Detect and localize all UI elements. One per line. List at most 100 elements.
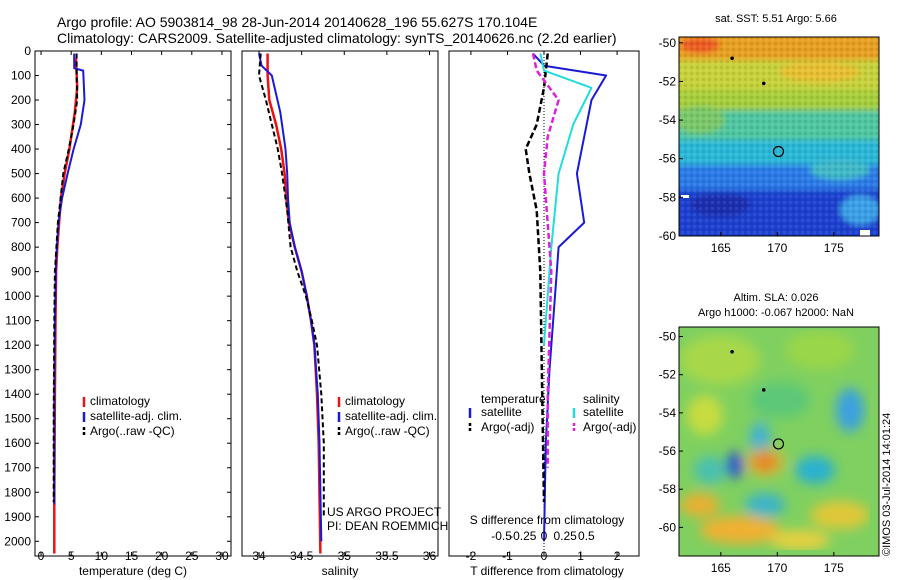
depth-tick-label: 1800 (4, 485, 31, 499)
map-y-tick-label: -60 (659, 520, 677, 534)
map-x-tick-label: 165 (711, 561, 731, 575)
x-tick-label: 25 (185, 549, 199, 563)
x2-tick-label: -0.5 (491, 529, 512, 543)
temperature-axes-box (34, 50, 232, 557)
depth-tick-label: 100 (11, 69, 31, 83)
x-tick-label: 34 (252, 549, 266, 563)
map-y-tick-label: -54 (659, 113, 677, 127)
temperature-xlabel: temperature (deg C) (79, 564, 187, 578)
depth-tick-label: 800 (11, 240, 31, 254)
depth-tick-label: 1000 (4, 289, 31, 303)
watermark: ©IMOS 03-Jul-2014 14:01:24 (881, 413, 893, 556)
x-tick-label: -2 (466, 549, 477, 563)
sla-map-title-1: Altim. SLA: 0.026 (734, 292, 819, 304)
map-y-tick-label: -60 (659, 229, 677, 243)
s-difference-axis: -0.5-0.25 0 0.25 0.5 (491, 529, 595, 543)
map-x-tick-label: 175 (824, 561, 844, 575)
x-tick-label: 10 (95, 549, 109, 563)
map-y-tick-label: -56 (659, 152, 677, 166)
legend-label-t-satellite: satellite (481, 405, 522, 419)
depth-tick-label: 1300 (4, 363, 31, 377)
x-tick-label: 5 (68, 549, 75, 563)
legend-header-temperature: temperature (481, 392, 546, 406)
satellite-line (258, 53, 323, 542)
x-tick-label: 20 (155, 549, 169, 563)
legend-label-climatology: climatology (345, 394, 405, 408)
difference-panel: -2 -1 0 1 2 S difference from climatology -0… (448, 50, 640, 578)
sla-map-frame (678, 326, 880, 557)
legend-label-satellite: satellite-adj. clim. (345, 409, 437, 423)
map-y-tick-label: -50 (659, 36, 677, 50)
difference-legend: temperature salinity satellite Argo(-adj… (468, 392, 636, 434)
s-argo-line (531, 53, 560, 468)
x-tick-label: 34.5 (290, 549, 314, 563)
map-y-tick-label: -58 (659, 482, 677, 496)
header-line2: Climatology: CARS2009. Satellite-adjuste… (57, 30, 617, 46)
map-y-tick-label: -58 (659, 190, 677, 204)
legend-header-salinity: salinity (583, 392, 620, 406)
x-tick-label: 2 (614, 549, 621, 563)
legend-label-climatology: climatology (90, 394, 150, 408)
depth-tick-label: 1400 (4, 387, 31, 401)
x-tick-label: 15 (125, 549, 139, 563)
argo-position-marker (772, 438, 785, 450)
x-tick-label: 36 (423, 549, 437, 563)
depth-tick-label: 400 (11, 142, 31, 156)
x-tick-label: -1 (502, 549, 513, 563)
sst-map-title: sat. SST: 5.51 Argo: 5.66 (715, 13, 837, 25)
sla-map-title-2: Argo h1000: -0.067 h2000: NaN (698, 307, 854, 319)
sst-map-frame (678, 36, 880, 237)
salinity-legend: climatology satellite-adj. clim. Argo(..… (337, 394, 437, 438)
salinity-xlabel: salinity (322, 564, 359, 578)
salinity-lines (258, 53, 325, 554)
depth-tick-label: 700 (11, 216, 31, 230)
track-point (761, 388, 766, 392)
map-x-tick-label: 175 (824, 241, 844, 255)
x-tick-label: 35.5 (375, 549, 399, 563)
sst-field (679, 37, 879, 236)
sst-map-panel: sat. SST: 5.51 Argo: 5.66 (659, 13, 880, 255)
s-difference-label: S difference from climatology (470, 513, 625, 527)
temperature-panel: 0100200300400500600700800900100011001200… (4, 44, 639, 578)
map-y-tick-label: -56 (659, 444, 677, 458)
legend-label-satellite: satellite-adj. clim. (90, 409, 182, 423)
depth-tick-label: 2000 (4, 534, 31, 548)
salinity-panel: 34 34.5 35 35.5 36 salinity climatology sate… (241, 50, 448, 578)
track-point (730, 56, 734, 61)
depth-tick-label: 200 (11, 93, 31, 107)
legend-label-t-argo: Argo(-adj) (481, 420, 534, 434)
sla-map-panel: Altim. SLA: 0.026 Argo h1000: -0.067 h20… (659, 292, 893, 575)
salinity-x-axis: 34 34.5 35 35.5 36 (252, 51, 436, 563)
depth-tick-label: 900 (11, 265, 31, 279)
x2-tick-label: 0 (541, 529, 548, 543)
legend-label-argo: Argo(..raw -QC) (90, 424, 175, 438)
temperature-lines (52, 53, 86, 554)
map-x-tick-label: 170 (767, 561, 787, 575)
map-y-tick-label: -50 (659, 330, 677, 344)
map-y-tick-label: -54 (659, 406, 677, 420)
s-satellite-line (539, 53, 593, 346)
depth-tick-label: 300 (11, 118, 31, 132)
x2-tick-label: -0.25 (509, 529, 537, 543)
depth-tick-label: 1500 (4, 412, 31, 426)
legend-label-argo: Argo(..raw -QC) (345, 424, 430, 438)
map-y-tick-label: -52 (659, 74, 677, 88)
depth-tick-label: 500 (11, 167, 31, 181)
depth-tick-label: 600 (11, 191, 31, 205)
depth-tick-label: 1600 (4, 436, 31, 450)
x-tick-label: 35 (338, 549, 352, 563)
project-label: US ARGO PROJECT (327, 505, 442, 519)
x2-tick-label: 0.5 (578, 529, 595, 543)
map-x-tick-label: 165 (711, 241, 731, 255)
x2-tick-label: 0.25 (554, 529, 578, 543)
map-y-tick-label: -52 (659, 368, 677, 382)
temperature-x-axis: 0 5 10 15 20 25 30 (38, 51, 229, 563)
argo-line (52, 53, 79, 503)
t-argo-line (524, 53, 549, 503)
sla-map-axes: 165 170 175 -50 -52 -54 -56 -58 -60 (659, 330, 844, 575)
track-point (761, 81, 766, 86)
track-point (730, 350, 734, 354)
pi-label: PI: DEAN ROEMMICH (327, 519, 448, 533)
x-tick-label: 0 (38, 549, 45, 563)
